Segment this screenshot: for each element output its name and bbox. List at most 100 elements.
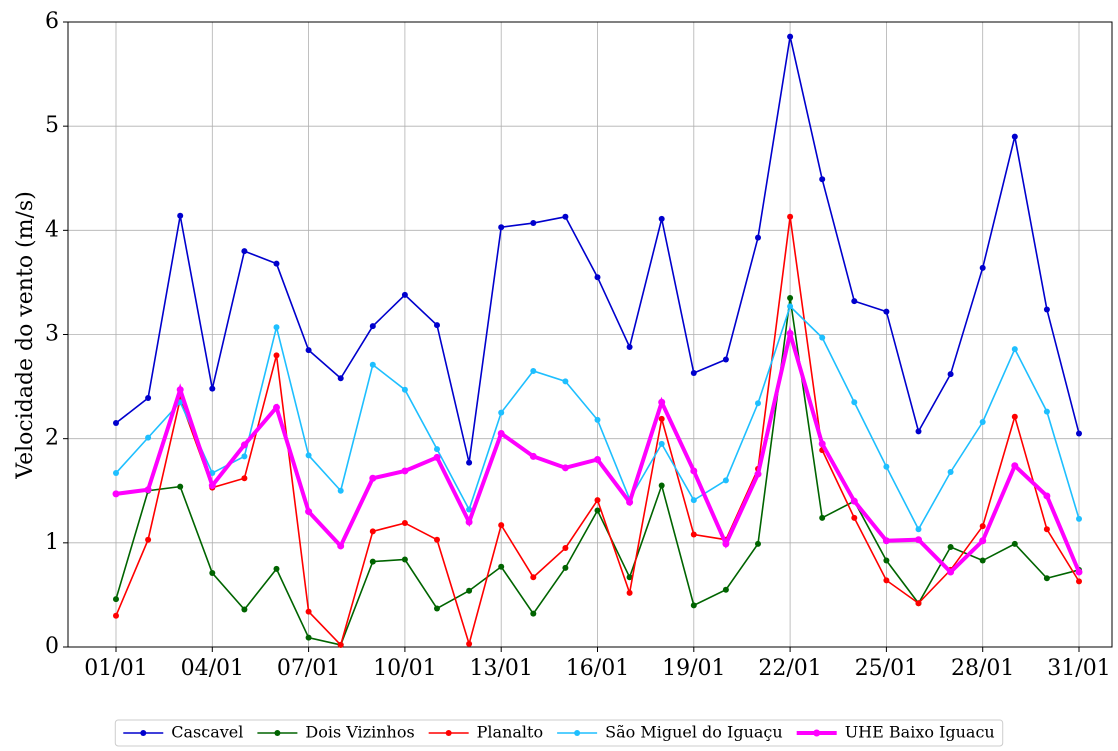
point xyxy=(177,483,184,490)
point xyxy=(273,260,280,267)
y-axis-label: Velocidade do vento (m/s) xyxy=(13,191,38,480)
point xyxy=(883,308,890,315)
legend-label: Cascavel xyxy=(171,723,243,742)
point xyxy=(947,371,954,378)
point xyxy=(145,434,152,441)
point xyxy=(498,224,505,231)
point xyxy=(466,587,473,594)
point xyxy=(562,378,569,385)
point xyxy=(305,347,312,354)
point xyxy=(851,399,858,406)
point xyxy=(626,574,633,581)
point xyxy=(915,428,922,435)
point xyxy=(883,463,890,470)
point xyxy=(369,361,376,368)
y-tick-label: 1 xyxy=(45,530,59,555)
point xyxy=(722,586,729,593)
point xyxy=(1076,578,1082,585)
point xyxy=(465,518,473,526)
point xyxy=(690,497,697,504)
point xyxy=(401,386,408,393)
x-tick-label: 22/01 xyxy=(758,656,821,681)
point xyxy=(241,475,248,482)
point xyxy=(658,440,665,447)
point xyxy=(626,498,634,506)
point xyxy=(145,536,152,543)
point xyxy=(1011,462,1019,470)
point xyxy=(979,557,986,564)
point xyxy=(401,520,408,527)
point xyxy=(466,506,473,513)
point xyxy=(433,453,441,461)
point xyxy=(722,356,729,363)
point xyxy=(498,522,505,529)
point xyxy=(434,605,440,612)
legend-marker xyxy=(274,730,281,736)
legend-item: Cascavel xyxy=(123,723,243,742)
point xyxy=(530,610,537,617)
point xyxy=(530,574,537,581)
point xyxy=(1043,408,1050,415)
point xyxy=(305,608,312,615)
legend-item: Dois Vizinhos xyxy=(257,723,415,742)
point xyxy=(466,640,473,647)
x-tick-label: 16/01 xyxy=(566,656,629,681)
x-tick-label: 25/01 xyxy=(855,656,918,681)
point xyxy=(658,215,665,222)
x-tick-label: 19/01 xyxy=(662,656,725,681)
point xyxy=(787,303,794,310)
point xyxy=(562,213,569,220)
point xyxy=(594,507,601,514)
point xyxy=(594,456,601,463)
point xyxy=(915,536,922,544)
point xyxy=(722,540,730,548)
point xyxy=(177,212,184,219)
point xyxy=(979,419,986,425)
point xyxy=(144,486,152,494)
legend-item: São Miguel do Iguaçu xyxy=(557,723,783,742)
point xyxy=(273,565,280,572)
point xyxy=(1076,515,1082,522)
legend-item: Planalto xyxy=(428,723,543,742)
point xyxy=(337,375,344,382)
y-tick-label: 4 xyxy=(45,217,59,242)
y-tick-label: 6 xyxy=(45,9,59,34)
point xyxy=(755,234,761,241)
legend-marker xyxy=(813,729,821,737)
point xyxy=(819,334,826,341)
point xyxy=(240,441,248,449)
point xyxy=(369,558,376,565)
point xyxy=(819,514,826,521)
point xyxy=(530,220,537,227)
point xyxy=(401,467,409,475)
point xyxy=(401,556,408,563)
point xyxy=(434,322,440,329)
point xyxy=(1043,306,1050,313)
legend-label: Planalto xyxy=(477,723,543,742)
point xyxy=(241,606,248,613)
point xyxy=(241,248,248,255)
point xyxy=(305,452,312,459)
point xyxy=(690,370,697,377)
point xyxy=(369,528,376,535)
x-tick-label: 04/01 xyxy=(181,656,244,681)
point xyxy=(369,474,377,482)
point xyxy=(1043,526,1050,533)
point xyxy=(209,570,216,577)
point xyxy=(755,540,761,547)
point xyxy=(305,634,312,641)
point xyxy=(497,429,505,437)
point xyxy=(434,536,440,543)
point xyxy=(369,323,376,330)
point xyxy=(626,344,633,350)
x-tick-label: 31/01 xyxy=(1047,656,1110,681)
point xyxy=(690,531,697,538)
point xyxy=(305,508,313,516)
point xyxy=(273,352,280,359)
point xyxy=(1011,346,1018,353)
y-tick-label: 5 xyxy=(45,113,59,138)
y-tick-label: 2 xyxy=(45,426,59,451)
point xyxy=(755,400,761,407)
